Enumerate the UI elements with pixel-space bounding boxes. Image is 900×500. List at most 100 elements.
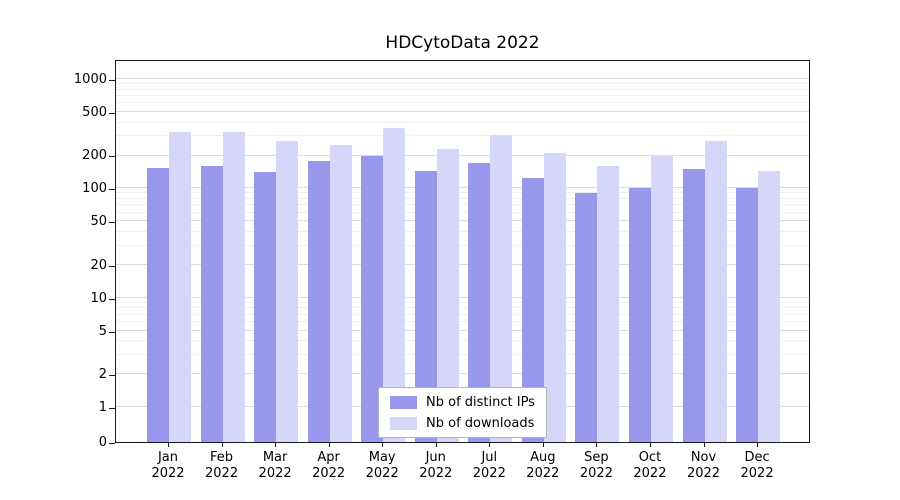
minor-gridline bbox=[116, 95, 809, 97]
month-label: Feb bbox=[210, 450, 234, 465]
major-gridline bbox=[116, 78, 809, 80]
x-tick-mark bbox=[596, 443, 598, 447]
x-tick-mark bbox=[435, 443, 437, 447]
month-label: Dec bbox=[744, 450, 770, 465]
x-tick-mark bbox=[703, 443, 705, 447]
bar-distinct-ips bbox=[414, 170, 437, 442]
bar-downloads bbox=[758, 170, 781, 442]
x-tick-label: Mar 2022 bbox=[245, 450, 305, 481]
minor-gridline bbox=[116, 102, 809, 104]
minor-gridline bbox=[116, 244, 809, 246]
x-tick-label: Nov 2022 bbox=[674, 450, 734, 481]
month-label: Sep bbox=[584, 450, 609, 465]
y-tick-label: 0 bbox=[98, 435, 107, 450]
bar-distinct-ips bbox=[628, 188, 651, 442]
bar-distinct-ips bbox=[682, 169, 705, 442]
minor-gridline bbox=[116, 192, 809, 194]
legend-swatch bbox=[390, 395, 417, 409]
bar-distinct-ips bbox=[200, 166, 223, 442]
month-label: Jul bbox=[481, 450, 498, 465]
minor-gridline bbox=[116, 135, 809, 137]
chart-title: HDCytoData 2022 bbox=[385, 33, 540, 53]
legend-label: Nb of downloads bbox=[426, 415, 535, 431]
month-label: Oct bbox=[638, 450, 662, 465]
x-tick-mark bbox=[382, 443, 384, 447]
major-gridline bbox=[116, 220, 809, 222]
x-tick-mark bbox=[168, 443, 169, 447]
bar-downloads bbox=[383, 127, 406, 442]
year-label: 2022 bbox=[686, 465, 721, 481]
x-tick-label: Jul 2022 bbox=[459, 450, 519, 481]
major-gridline bbox=[116, 329, 809, 331]
x-tick-label: Dec 2022 bbox=[727, 450, 787, 481]
month-label: Mar bbox=[262, 450, 288, 465]
y-tick-label: 20 bbox=[90, 257, 107, 273]
bar-distinct-ips bbox=[147, 167, 169, 442]
x-tick-label: May 2022 bbox=[352, 450, 412, 481]
year-label: 2022 bbox=[472, 465, 506, 481]
bar-distinct-ips bbox=[468, 163, 491, 442]
month-label: Jan bbox=[157, 450, 179, 465]
y-tick-label: 10 bbox=[90, 290, 107, 306]
year-label: 2022 bbox=[205, 465, 239, 481]
y-tick-label: 500 bbox=[82, 105, 107, 120]
legend: Nb of distinct IPs Nb of downloads bbox=[378, 387, 547, 438]
bar-distinct-ips bbox=[361, 155, 384, 442]
y-tick-mark bbox=[109, 443, 115, 444]
x-tick-mark bbox=[542, 443, 544, 447]
x-tick-mark bbox=[328, 443, 330, 447]
x-tick-mark bbox=[275, 443, 277, 447]
y-tick-label: 1 bbox=[98, 400, 107, 415]
plot-area: Nb of distinct IPs Nb of downloads bbox=[115, 60, 810, 443]
year-label: 2022 bbox=[258, 465, 292, 481]
bar-downloads bbox=[329, 144, 352, 442]
minor-gridline bbox=[116, 198, 809, 199]
minor-gridline bbox=[116, 301, 809, 303]
major-gridline bbox=[116, 263, 809, 265]
x-tick-mark bbox=[757, 443, 759, 447]
major-gridline bbox=[116, 111, 809, 113]
bar-downloads bbox=[490, 134, 513, 442]
x-tick-mark bbox=[489, 443, 491, 447]
year-label: 2022 bbox=[312, 465, 346, 481]
minor-gridline bbox=[116, 307, 809, 309]
bar-downloads bbox=[543, 153, 566, 442]
y-tick-label: 5 bbox=[98, 323, 107, 339]
x-tick-label: Apr 2022 bbox=[299, 450, 359, 481]
major-gridline bbox=[116, 373, 809, 375]
minor-gridline bbox=[116, 313, 809, 315]
bar-downloads bbox=[597, 166, 620, 442]
x-tick-label: Feb 2022 bbox=[192, 450, 252, 481]
legend-entry: Nb of distinct IPs bbox=[390, 394, 535, 410]
y-tick-label: 100 bbox=[82, 181, 107, 197]
year-label: 2022 bbox=[740, 465, 774, 481]
month-label: May bbox=[368, 450, 396, 465]
year-label: 2022 bbox=[633, 465, 667, 481]
month-label: Nov bbox=[690, 450, 717, 465]
bar-distinct-ips bbox=[736, 188, 759, 442]
x-tick-label: Aug 2022 bbox=[513, 450, 573, 481]
minor-gridline bbox=[116, 121, 809, 123]
y-tick-label: 1000 bbox=[73, 72, 107, 88]
bar-distinct-ips bbox=[307, 160, 330, 442]
minor-gridline bbox=[116, 320, 809, 322]
year-label: 2022 bbox=[151, 465, 185, 481]
bar-downloads bbox=[650, 155, 673, 442]
year-label: 2022 bbox=[526, 465, 560, 481]
y-tick-label: 200 bbox=[82, 148, 107, 164]
minor-gridline bbox=[116, 204, 809, 206]
year-label: 2022 bbox=[365, 465, 399, 481]
bar-distinct-ips bbox=[254, 172, 277, 442]
legend-label: Nb of distinct IPs bbox=[426, 394, 535, 410]
x-tick-label: Sep 2022 bbox=[566, 450, 626, 481]
x-tick-label: Oct 2022 bbox=[620, 450, 680, 481]
y-tick-label: 2 bbox=[98, 367, 107, 383]
major-gridline bbox=[116, 187, 809, 189]
major-gridline bbox=[116, 154, 809, 156]
major-gridline bbox=[116, 296, 809, 298]
year-label: 2022 bbox=[579, 465, 613, 481]
bar-downloads bbox=[436, 148, 459, 442]
bar-downloads bbox=[276, 141, 299, 442]
month-label: Jun bbox=[425, 450, 446, 465]
bar-distinct-ips bbox=[575, 193, 598, 442]
